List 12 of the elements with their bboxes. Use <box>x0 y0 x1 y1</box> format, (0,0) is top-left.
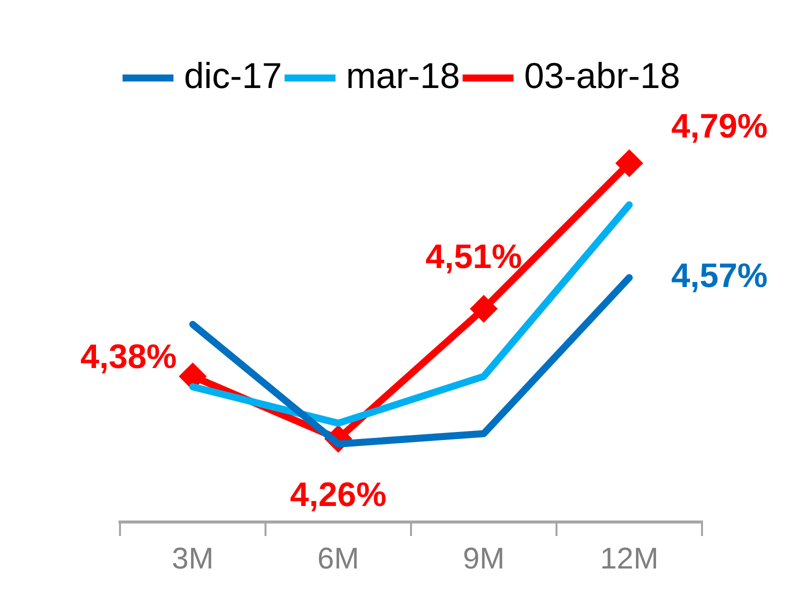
data-label: 4,51% <box>426 238 522 276</box>
x-tick-label: 9M <box>462 542 505 576</box>
x-tick-label: 12M <box>600 542 658 576</box>
data-label: 4,26% <box>290 476 386 514</box>
legend-label: dic-17 <box>184 54 282 96</box>
legend-label: mar-18 <box>346 54 460 96</box>
legend-label: 03-abr-18 <box>524 54 680 96</box>
data-label: 4,79% <box>671 108 768 146</box>
x-tick-label: 6M <box>317 542 360 576</box>
x-tick-label: 3M <box>172 542 214 576</box>
data-label: 4,57% <box>671 256 768 295</box>
data-label: 4,38% <box>80 338 177 376</box>
